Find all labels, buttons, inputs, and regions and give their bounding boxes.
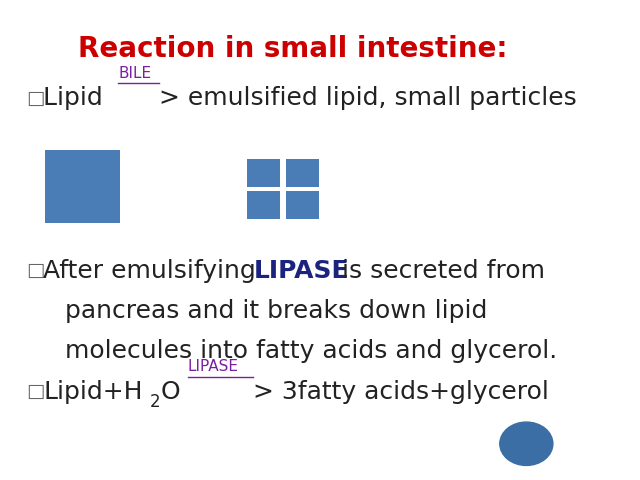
Text: Lipid+H: Lipid+H bbox=[44, 380, 143, 404]
Text: O: O bbox=[161, 380, 180, 404]
Text: After emulsifying: After emulsifying bbox=[44, 259, 264, 283]
Text: Lipid: Lipid bbox=[44, 86, 111, 110]
Text: □: □ bbox=[26, 89, 44, 108]
Bar bbox=[285, 159, 319, 187]
Text: > emulsified lipid, small particles: > emulsified lipid, small particles bbox=[159, 86, 577, 110]
Circle shape bbox=[500, 422, 553, 466]
Text: molecules into fatty acids and glycerol.: molecules into fatty acids and glycerol. bbox=[65, 339, 557, 363]
Text: □: □ bbox=[26, 383, 44, 401]
Text: LIPASE: LIPASE bbox=[188, 359, 239, 374]
Text: Reaction in small intestine:: Reaction in small intestine: bbox=[78, 35, 508, 63]
Bar bbox=[285, 192, 319, 219]
Bar bbox=[45, 150, 120, 224]
Bar bbox=[246, 159, 280, 187]
Text: □: □ bbox=[26, 261, 44, 280]
Text: is secreted from: is secreted from bbox=[334, 259, 545, 283]
Text: 2: 2 bbox=[150, 393, 160, 411]
Text: LIPASE: LIPASE bbox=[253, 259, 349, 283]
Text: > 3fatty acids+glycerol: > 3fatty acids+glycerol bbox=[253, 380, 549, 404]
Text: pancreas and it breaks down lipid: pancreas and it breaks down lipid bbox=[65, 299, 487, 323]
Bar bbox=[246, 192, 280, 219]
Text: BILE: BILE bbox=[118, 66, 152, 81]
